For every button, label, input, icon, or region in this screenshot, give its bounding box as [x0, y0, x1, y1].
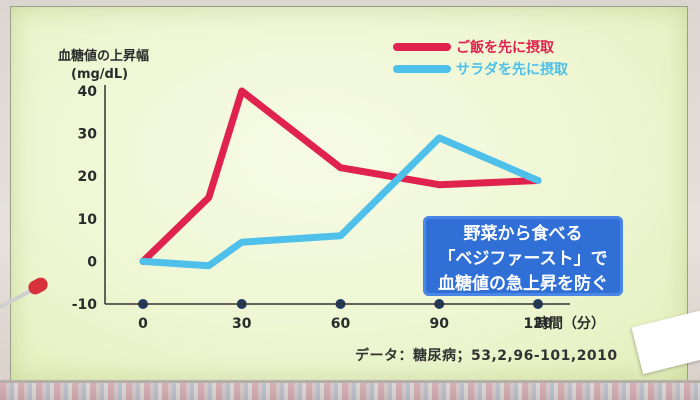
y-tick-label: 10	[78, 212, 98, 228]
series-line-2	[139, 134, 542, 270]
y-axis-label: 血糖値の上昇幅	[58, 48, 149, 64]
legend-label-2: サラダを先に摂取	[456, 61, 569, 78]
x-tick-label: 120	[523, 316, 552, 332]
y-tick-label: 20	[78, 169, 98, 185]
y-tick-label: -10	[72, 297, 98, 313]
legend-label-1: ご飯を先に摂取	[456, 39, 555, 56]
callout-line-3: 血糖値の急上昇を防ぐ	[438, 274, 608, 294]
y-tick-label: 30	[78, 127, 98, 143]
x-tick-label: 60	[331, 316, 351, 332]
tv-screen	[10, 6, 688, 382]
callout-line-1: 野菜から食べる	[463, 224, 583, 244]
data-source: データ：糖尿病；53,2,96-101,2010	[355, 348, 618, 364]
x-tick-label: 90	[430, 316, 450, 332]
x-tick-label: 30	[232, 316, 252, 332]
series-line-1	[139, 87, 542, 265]
y-axis-unit: (mg/dL)	[71, 67, 128, 82]
y-tick-label: 0	[87, 254, 97, 270]
x-tick-label: 0	[138, 316, 148, 332]
callout-box: 野菜から食べる 「ベジファースト」で 血糖値の急上昇を防ぐ	[423, 216, 623, 296]
x-axis-label: 時間（分）	[535, 315, 605, 332]
y-tick-label: 40	[78, 84, 98, 100]
callout-line-2: 「ベジファースト」で	[438, 249, 608, 269]
background-decoration	[0, 383, 700, 400]
